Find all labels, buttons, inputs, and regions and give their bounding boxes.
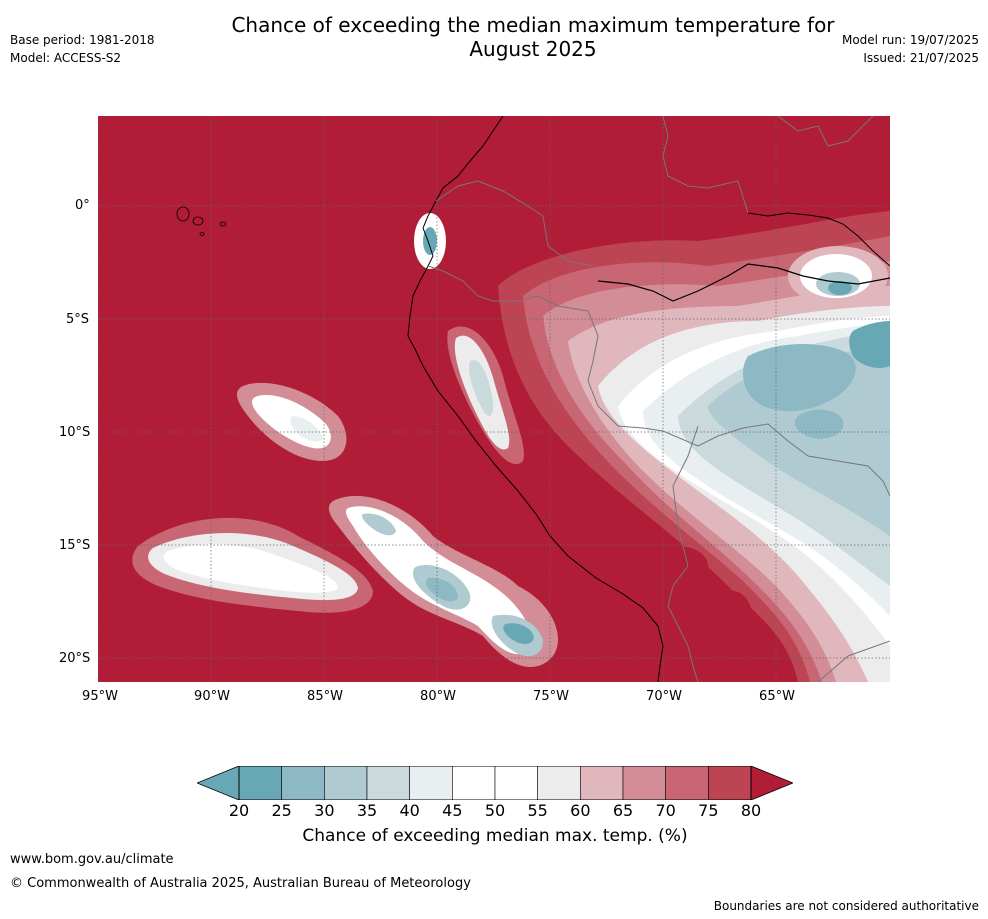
b9-35 bbox=[290, 416, 323, 442]
lon-label-90w: 90°W bbox=[194, 689, 230, 704]
lat-label-5s: 5°S bbox=[66, 312, 90, 327]
colorbar-cell bbox=[281, 766, 325, 800]
colorbar-low-arrow bbox=[197, 766, 240, 800]
colorbar bbox=[197, 766, 793, 800]
colorbar-tick-label: 45 bbox=[442, 801, 463, 820]
title-line-1: Chance of exceeding the median maximum t… bbox=[231, 13, 835, 37]
issued-date: Issued: 21/07/2025 bbox=[863, 51, 979, 65]
map-title: Chance of exceeding the median maximum t… bbox=[170, 13, 896, 61]
footer-copyright: © Commonwealth of Australia 2025, Austra… bbox=[10, 876, 471, 891]
ne-blob-20 bbox=[828, 281, 852, 295]
colorbar-tick-label: 75 bbox=[698, 801, 719, 820]
streak-17s-80w bbox=[328, 495, 558, 667]
galapagos bbox=[176, 206, 227, 236]
lat-label-20s: 20°S bbox=[59, 651, 91, 666]
model-name: Model: ACCESS-S2 bbox=[10, 51, 122, 65]
meta-right: Model run: 19/07/2025 Issued: 21/07/2025 bbox=[842, 31, 979, 67]
northeast-blob bbox=[788, 246, 888, 306]
amazon-river bbox=[597, 263, 890, 302]
colorbar-cell bbox=[324, 766, 368, 800]
colorbar-tick-label: 55 bbox=[527, 801, 548, 820]
colorbar-cell bbox=[452, 766, 496, 800]
footer-url[interactable]: www.bom.gov.au/climate bbox=[10, 852, 174, 867]
contour-25 bbox=[743, 344, 856, 412]
colorbar-tick-label: 60 bbox=[570, 801, 591, 820]
s17-20 bbox=[426, 577, 458, 602]
colorbar-tick-label: 40 bbox=[399, 801, 420, 820]
lon-label-75w: 75°W bbox=[533, 689, 569, 704]
colorbar-tick-label: 30 bbox=[314, 801, 335, 820]
lat-label-10s: 10°S bbox=[59, 425, 91, 440]
graticule bbox=[98, 116, 890, 682]
coastline bbox=[407, 116, 664, 682]
colorbar-cell bbox=[238, 766, 282, 800]
colorbar-cell bbox=[580, 766, 624, 800]
ecuador-blob bbox=[414, 213, 446, 269]
streak-35 bbox=[469, 360, 494, 416]
colorbar-tick-label: 20 bbox=[228, 801, 250, 820]
colorbar-cell bbox=[537, 766, 581, 800]
colorbar-tick-label: 65 bbox=[612, 801, 634, 820]
lon-label-85w: 85°W bbox=[307, 689, 343, 704]
lon-label-95w: 95°W bbox=[82, 689, 118, 704]
colorbar-tick-label: 70 bbox=[655, 801, 676, 820]
colorbar-cells bbox=[238, 766, 752, 800]
colorbar-high-arrow bbox=[750, 766, 793, 800]
band-45 bbox=[163, 544, 338, 593]
lon-label-65w: 65°W bbox=[759, 689, 795, 704]
ecuador-20 bbox=[423, 227, 437, 255]
colorbar-cell bbox=[665, 766, 709, 800]
lat-label-15s: 15°S bbox=[59, 538, 91, 553]
colorbar-tick-label: 80 bbox=[740, 801, 762, 820]
model-run: Model run: 19/07/2025 bbox=[841, 33, 979, 47]
colorbar-tick-label: 25 bbox=[271, 801, 292, 820]
contour-25-south bbox=[794, 409, 844, 439]
title-line-2: August 2025 bbox=[469, 37, 597, 61]
colorbar-label: Chance of exceeding median max. temp. (%… bbox=[302, 826, 688, 846]
colorbar-cell bbox=[409, 766, 453, 800]
colorbar-cell bbox=[622, 766, 666, 800]
country-borders bbox=[427, 116, 890, 682]
north-coast bbox=[747, 212, 890, 267]
probability-map bbox=[98, 116, 890, 682]
blob-9s-87w bbox=[236, 382, 347, 461]
lon-label-70w: 70°W bbox=[646, 689, 682, 704]
s19-20 bbox=[503, 623, 534, 644]
colorbar-tick-label: 50 bbox=[484, 801, 506, 820]
base-period: Base period: 1981-2018 bbox=[10, 33, 155, 47]
peru-coastal-streak bbox=[447, 326, 524, 465]
colorbar-frame bbox=[238, 766, 752, 800]
colorbar-cell bbox=[494, 766, 538, 800]
band-15s-90w bbox=[132, 517, 373, 613]
colorbar-cell bbox=[366, 766, 410, 800]
contour-20-east bbox=[849, 321, 890, 368]
footer-disclaimer: Boundaries are not considered authoritat… bbox=[713, 899, 979, 913]
eastern-anomaly-region bbox=[498, 211, 890, 682]
lat-label-0: 0° bbox=[75, 198, 90, 213]
colorbar-tick-label: 35 bbox=[356, 801, 378, 820]
colorbar-cell bbox=[708, 766, 752, 800]
lon-label-80w: 80°W bbox=[420, 689, 456, 704]
meta-left: Base period: 1981-2018 Model: ACCESS-S2 bbox=[10, 31, 155, 67]
s14-30 bbox=[362, 513, 396, 536]
south-coast-80 bbox=[713, 591, 753, 651]
